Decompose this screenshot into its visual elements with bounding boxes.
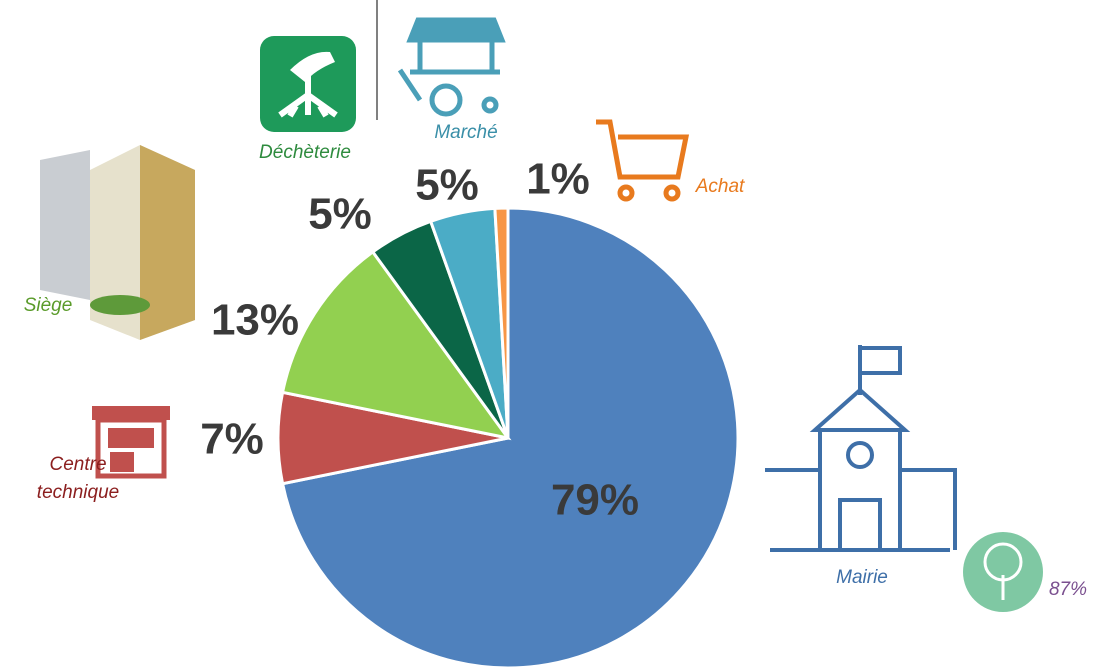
annotation: 87% xyxy=(1049,579,1087,600)
value-label: 1% xyxy=(526,155,590,204)
value-label: 7% xyxy=(200,415,264,464)
category-label: Marché xyxy=(434,122,497,143)
achat-icon xyxy=(596,122,686,199)
decheterie-icon xyxy=(260,36,356,132)
marche-icon xyxy=(400,20,502,114)
value-label: 5% xyxy=(415,161,479,210)
mairie-icon xyxy=(765,345,955,550)
category-label: Déchèterie xyxy=(259,142,351,163)
tree-icon xyxy=(963,532,1043,612)
value-label: 79% xyxy=(551,476,639,525)
category-label: Achat xyxy=(695,176,745,197)
category-label: Mairie xyxy=(836,567,888,588)
category-label: Siège xyxy=(24,295,73,316)
value-label: 5% xyxy=(308,190,372,239)
chart: 79% Mairie 7% Centretechnique 13% Siège 5% Déch… xyxy=(0,0,1095,667)
page: {"chart_data": {"type": "pie", "categori… xyxy=(0,0,1095,667)
value-label: 13% xyxy=(211,296,299,345)
